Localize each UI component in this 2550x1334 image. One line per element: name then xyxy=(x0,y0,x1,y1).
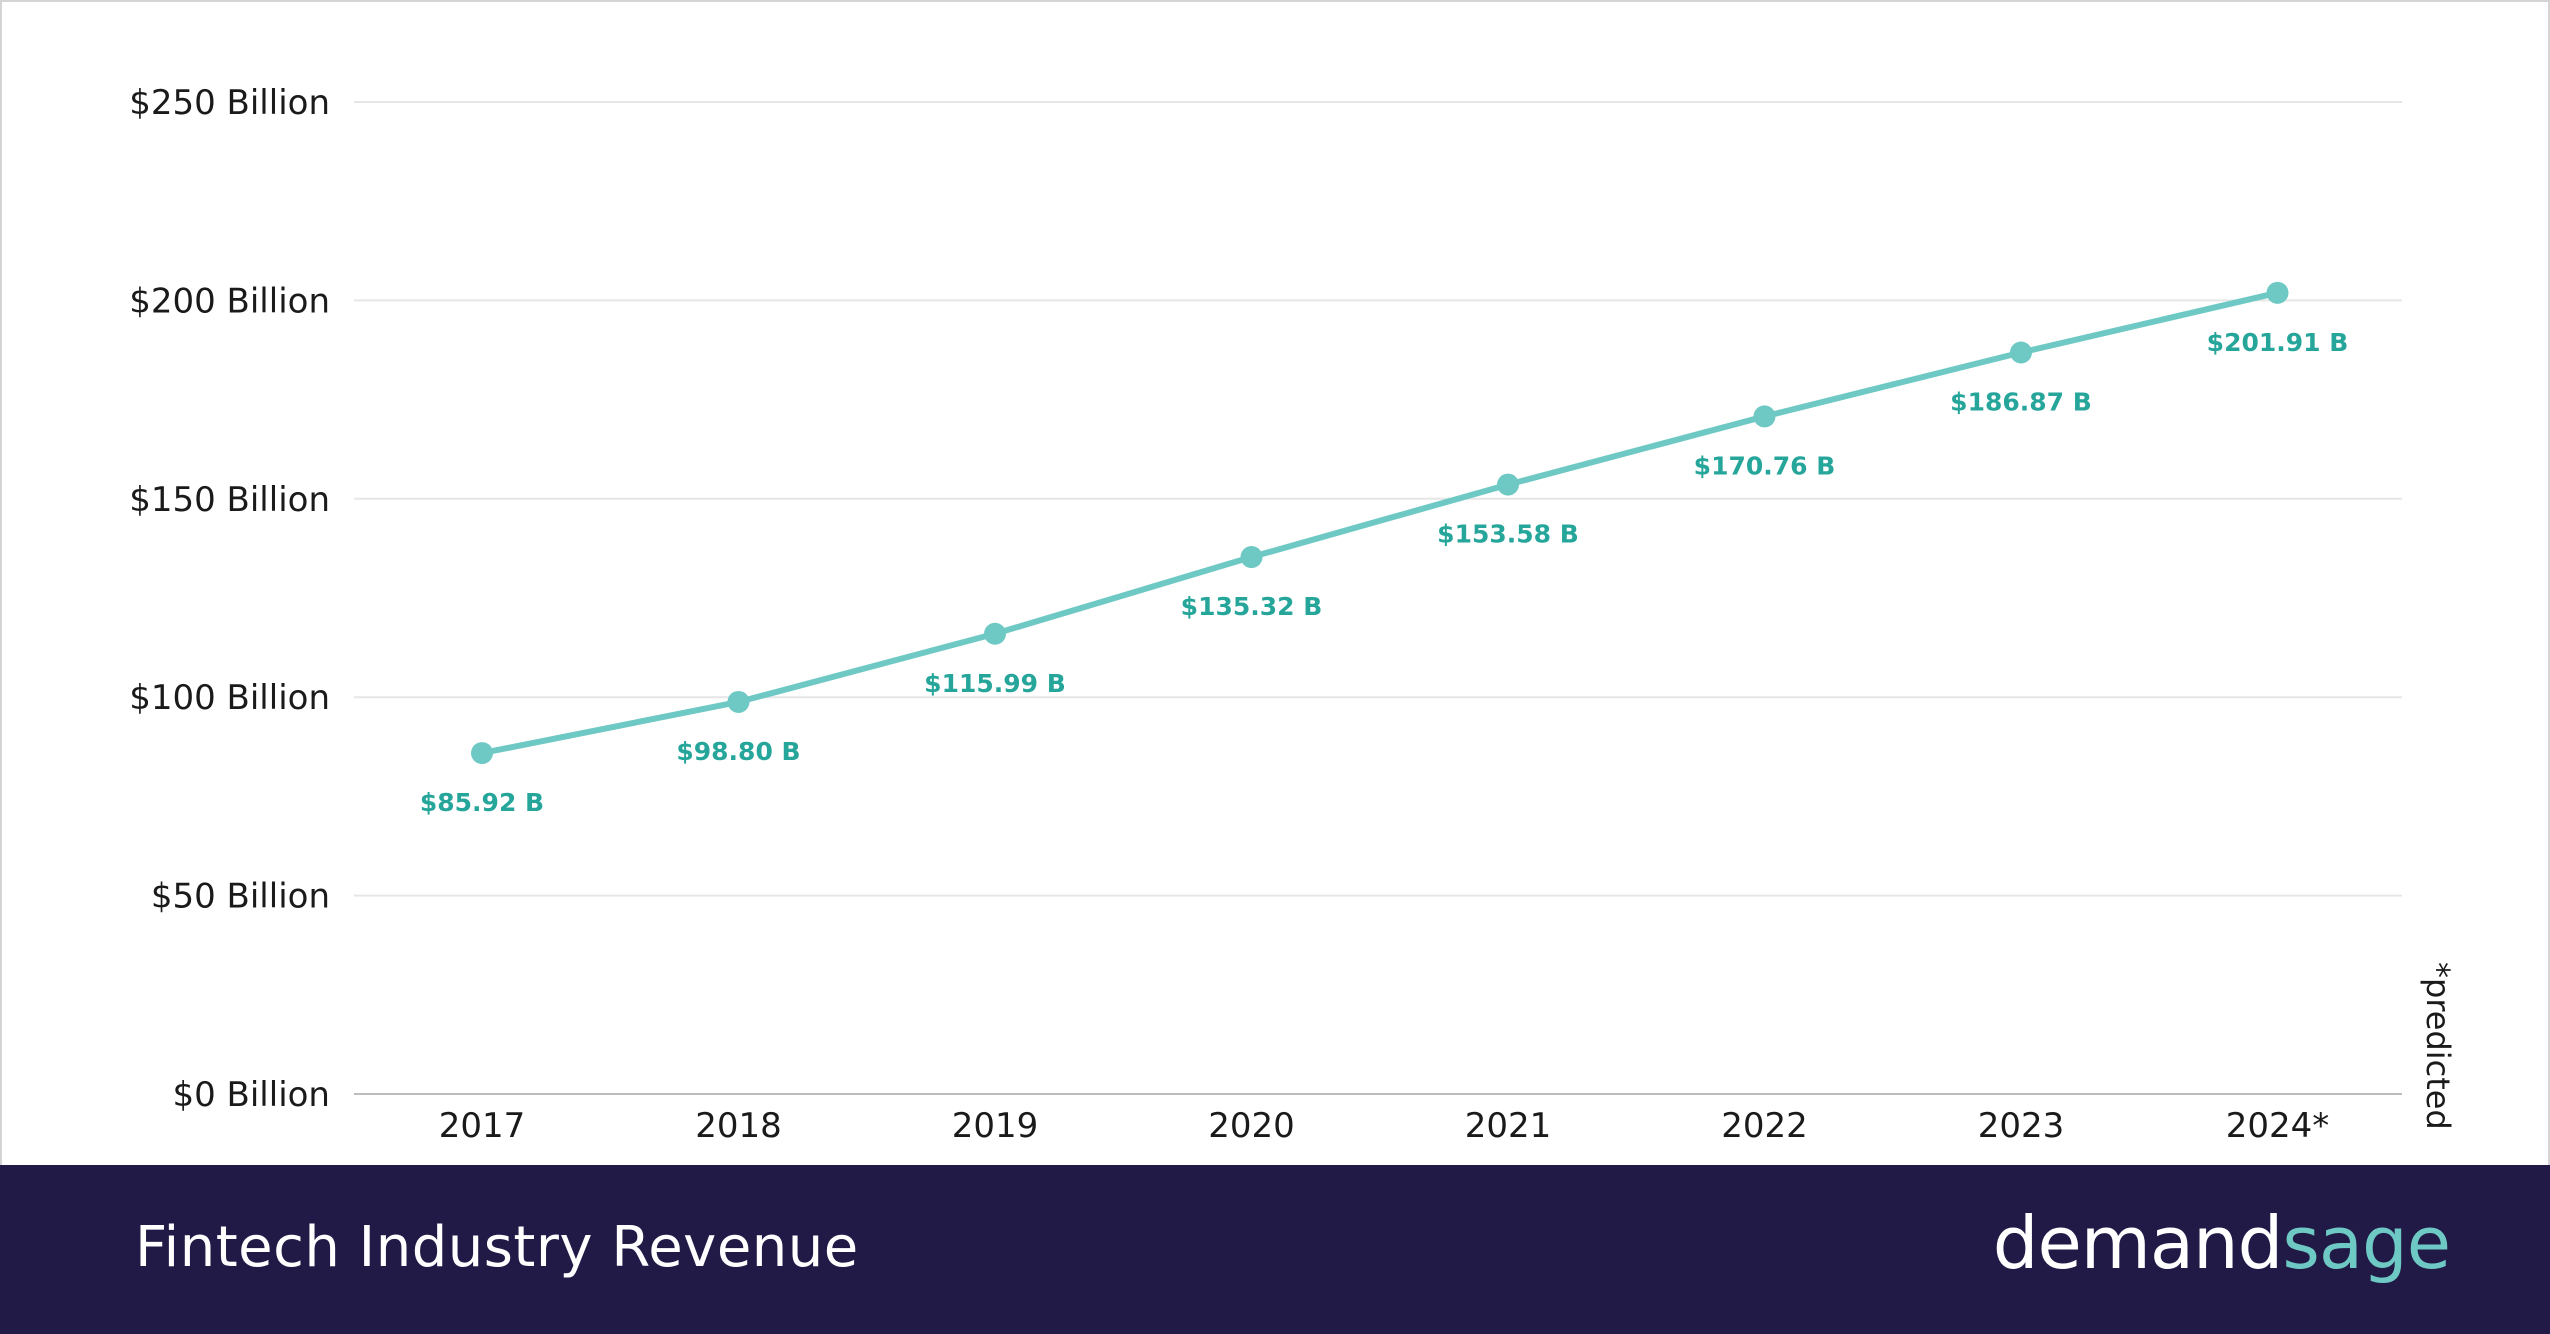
data-point xyxy=(471,742,493,765)
data-points xyxy=(471,281,2289,765)
data-point xyxy=(2266,281,2289,304)
y-tick-label: $200 Billion xyxy=(129,281,330,321)
y-tick-label: $150 Billion xyxy=(129,480,330,520)
x-tick-label: 2017 xyxy=(439,1106,526,1146)
x-tick-label: 2024* xyxy=(2226,1106,2330,1146)
series-line xyxy=(479,289,2281,757)
brand-logo-part2: sage xyxy=(2282,1201,2451,1285)
data-label: $201.91 B xyxy=(2207,328,2349,357)
data-label: $98.80 B xyxy=(676,737,800,766)
data-point xyxy=(2010,341,2032,364)
data-label: $153.58 B xyxy=(1437,520,1579,549)
x-tick-label: 2022 xyxy=(1721,1106,1808,1146)
series-polyline xyxy=(479,289,2281,757)
x-tick-label: 2020 xyxy=(1208,1106,1295,1146)
x-axis-ticks: 2017 2018 2019 2020 2021 2022 2023 2024* xyxy=(439,1106,2330,1146)
y-tick-label: $50 Billion xyxy=(151,877,330,917)
data-point xyxy=(1240,546,1263,569)
y-tick-label: $250 Billion xyxy=(129,83,330,123)
y-axis-ticks: $0 Billion $50 Billion $100 Billion $150 Bi… xyxy=(129,83,330,1115)
predicted-note: *predicted xyxy=(2419,962,2457,1130)
x-tick-label: 2023 xyxy=(1978,1106,2065,1146)
data-point xyxy=(727,690,750,713)
data-label: $115.99 B xyxy=(924,669,1066,698)
brand-logo-part1: demand xyxy=(1992,1201,2284,1285)
x-tick-label: 2018 xyxy=(695,1106,782,1146)
brand-logo: demandsage xyxy=(1992,1201,2451,1285)
footer-title: Fintech Industry Revenue xyxy=(135,1215,859,1280)
gridlines xyxy=(354,101,2402,1095)
data-labels: $85.92 B $98.80 B $115.99 B $135.32 B $153.5… xyxy=(420,328,2348,817)
data-point xyxy=(1497,473,1519,496)
data-label: $85.92 B xyxy=(420,788,544,817)
line-chart: $0 Billion $50 Billion $100 Billion $150 Bi… xyxy=(129,83,2457,1146)
y-tick-label: $0 Billion xyxy=(172,1075,330,1115)
data-point xyxy=(984,622,1006,645)
x-tick-label: 2021 xyxy=(1465,1106,1552,1146)
x-tick-label: 2019 xyxy=(952,1106,1039,1146)
data-label: $186.87 B xyxy=(1950,387,2092,416)
data-label: $135.32 B xyxy=(1181,592,1323,621)
data-label: $170.76 B xyxy=(1694,451,1836,480)
footer-bar: Fintech Industry Revenue demandsage xyxy=(0,1165,2550,1334)
y-tick-label: $100 Billion xyxy=(129,678,330,718)
data-point xyxy=(1753,405,1776,428)
